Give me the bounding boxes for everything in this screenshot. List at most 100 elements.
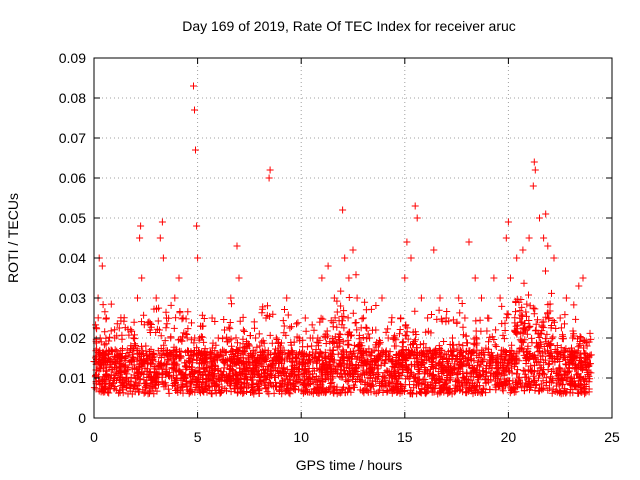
data-point — [300, 380, 308, 388]
data-point — [494, 352, 502, 360]
data-point — [203, 364, 211, 371]
data-point — [222, 349, 230, 357]
data-point — [499, 331, 507, 339]
data-point — [529, 352, 537, 360]
data-point — [257, 361, 265, 369]
data-point — [131, 331, 138, 339]
data-point — [497, 375, 505, 383]
data-point — [582, 389, 590, 397]
data-point — [115, 358, 123, 366]
data-point — [414, 378, 422, 386]
data-point — [521, 336, 529, 344]
data-point — [189, 359, 197, 367]
data-point — [101, 376, 109, 383]
x-tick-label: 25 — [604, 429, 620, 445]
data-point — [541, 335, 549, 343]
data-point — [579, 384, 587, 392]
data-point — [198, 311, 206, 319]
data-point — [543, 330, 551, 338]
data-point — [415, 363, 422, 371]
data-point — [512, 379, 519, 387]
y-tick-label: 0 — [78, 410, 86, 426]
data-point — [407, 254, 415, 262]
data-point — [500, 335, 508, 343]
data-point — [569, 327, 577, 335]
data-point — [250, 355, 258, 363]
data-point — [106, 333, 114, 341]
data-point — [497, 346, 505, 354]
data-point — [531, 376, 539, 384]
data-point — [259, 303, 267, 311]
data-point — [504, 311, 512, 319]
data-point — [515, 347, 523, 355]
data-point — [251, 369, 259, 377]
data-point — [278, 351, 286, 359]
data-point — [190, 82, 197, 90]
data-point — [453, 345, 461, 353]
data-point — [303, 343, 311, 351]
data-point — [273, 336, 281, 343]
data-point — [561, 311, 569, 319]
data-point — [288, 368, 296, 376]
data-point — [498, 302, 506, 310]
y-tick-label: 0.08 — [59, 90, 86, 106]
data-point — [531, 351, 539, 359]
data-point — [459, 342, 467, 350]
data-point — [318, 352, 326, 360]
data-point — [454, 370, 462, 378]
data-point — [131, 375, 139, 383]
data-point — [189, 377, 197, 385]
data-point — [164, 385, 172, 393]
data-point — [363, 348, 371, 356]
data-point — [411, 362, 418, 370]
data-point — [401, 274, 409, 282]
data-point — [523, 312, 530, 320]
data-points — [90, 82, 595, 398]
data-point — [226, 325, 234, 333]
data-point — [552, 325, 560, 332]
data-point — [179, 389, 187, 397]
data-point — [435, 306, 443, 314]
data-point — [191, 106, 198, 114]
data-point — [220, 316, 228, 323]
data-point — [134, 381, 142, 389]
data-point — [235, 274, 243, 282]
data-point — [140, 358, 148, 366]
data-point — [283, 372, 290, 380]
data-point — [271, 374, 278, 381]
data-point — [144, 355, 152, 363]
data-point — [476, 316, 484, 324]
data-point — [171, 294, 179, 302]
data-point — [513, 355, 521, 363]
data-point — [97, 338, 105, 346]
data-point — [435, 368, 443, 376]
data-point — [450, 341, 458, 349]
data-point — [268, 339, 276, 347]
data-point — [309, 334, 317, 342]
data-point — [430, 246, 438, 254]
data-point — [587, 369, 595, 377]
data-point — [289, 358, 297, 366]
data-point — [416, 388, 423, 396]
data-point — [417, 294, 425, 302]
data-point — [350, 381, 358, 389]
data-point — [482, 365, 490, 373]
data-point — [221, 326, 228, 334]
data-point — [534, 329, 542, 337]
data-point — [538, 370, 546, 377]
data-point — [350, 341, 358, 349]
data-point — [110, 371, 118, 379]
data-point — [372, 389, 380, 397]
data-point — [485, 338, 492, 346]
data-point — [363, 380, 371, 388]
data-point — [259, 362, 267, 370]
data-point — [158, 218, 166, 226]
data-point — [451, 388, 459, 396]
data-point — [323, 327, 331, 335]
data-point — [373, 357, 381, 365]
data-point — [172, 379, 179, 387]
data-point — [226, 319, 234, 326]
data-point — [147, 379, 155, 387]
data-point — [580, 349, 588, 357]
data-point — [345, 294, 353, 301]
